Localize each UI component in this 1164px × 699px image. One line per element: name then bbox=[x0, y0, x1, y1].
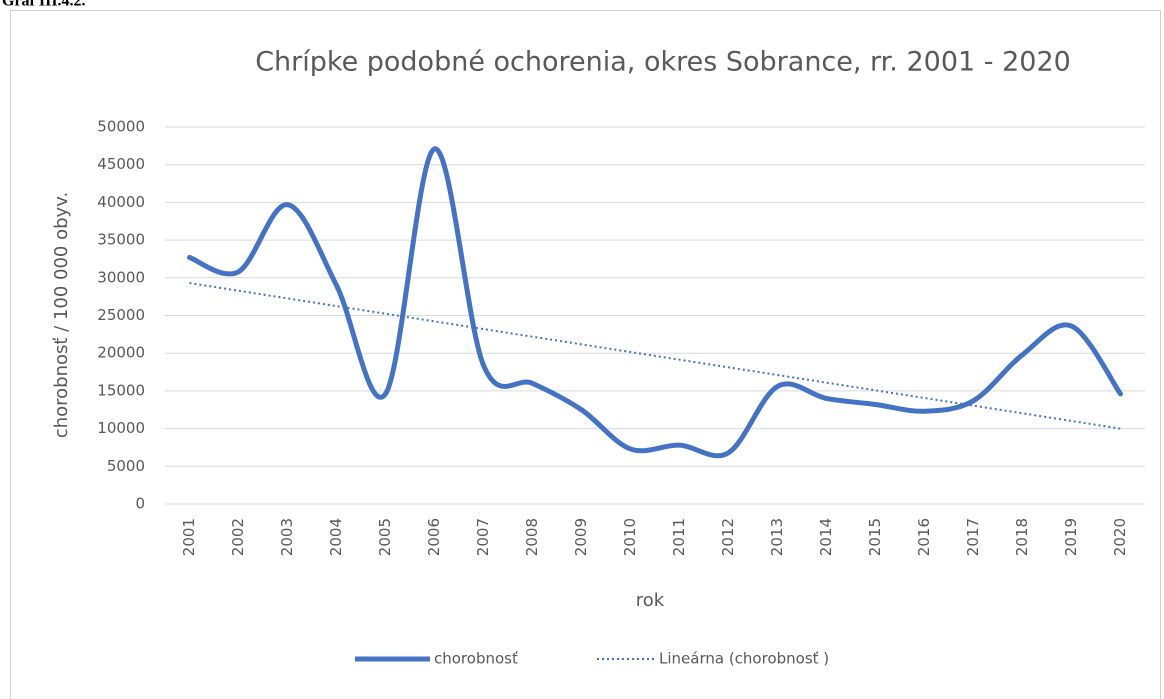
chart-title: Chrípke podobné ochorenia, okres Sobranc… bbox=[255, 47, 1071, 78]
y-tick-label: 30000 bbox=[97, 268, 145, 286]
y-tick-label: 50000 bbox=[97, 118, 145, 136]
x-tick-label: 2006 bbox=[425, 518, 443, 556]
y-tick-label: 25000 bbox=[97, 306, 145, 324]
x-tick-label: 2019 bbox=[1062, 518, 1080, 556]
x-tick-label: 2001 bbox=[180, 518, 198, 556]
y-tick-label: 5000 bbox=[107, 457, 145, 475]
y-tick-label: 45000 bbox=[97, 155, 145, 173]
x-tick-label: 2010 bbox=[621, 518, 639, 556]
caption: Graf III.4.2. bbox=[2, 0, 86, 10]
x-tick-label: 2008 bbox=[523, 518, 541, 556]
y-tick-label: 20000 bbox=[97, 344, 145, 362]
x-tick-label: 2018 bbox=[1013, 518, 1031, 556]
x-tick-label: 2017 bbox=[964, 518, 982, 556]
x-tick-label: 2004 bbox=[327, 518, 345, 556]
chart-frame bbox=[10, 10, 1161, 699]
y-tick-label: 0 bbox=[135, 495, 145, 513]
x-tick-label: 2013 bbox=[768, 518, 786, 556]
x-tick-label: 2012 bbox=[719, 518, 737, 556]
x-tick-label: 2014 bbox=[817, 518, 835, 556]
x-tick-label: 2011 bbox=[670, 518, 688, 556]
y-tick-label: 15000 bbox=[97, 381, 145, 399]
x-tick-label: 2020 bbox=[1111, 518, 1129, 556]
y-tick-label: 10000 bbox=[97, 419, 145, 437]
legend-label: chorobnosť bbox=[434, 650, 518, 668]
data-line bbox=[187, 146, 1123, 459]
x-tick-label: 2002 bbox=[229, 518, 247, 556]
y-tick-label: 35000 bbox=[97, 231, 145, 249]
x-axis-label: rok bbox=[636, 590, 665, 611]
x-tick-label: 2016 bbox=[915, 518, 933, 556]
x-tick-label: 2009 bbox=[572, 518, 590, 556]
x-tick-label: 2003 bbox=[278, 518, 296, 556]
legend-label: Lineárna (chorobnosť ) bbox=[659, 650, 829, 668]
x-tick-label: 2007 bbox=[474, 518, 492, 556]
y-axis-label: chorobnosť / 100 000 obyv. bbox=[51, 192, 72, 438]
trend-line bbox=[189, 282, 1121, 430]
x-tick-label: 2015 bbox=[866, 518, 884, 556]
x-tick-label: 2005 bbox=[376, 518, 394, 556]
y-tick-label: 40000 bbox=[97, 193, 145, 211]
